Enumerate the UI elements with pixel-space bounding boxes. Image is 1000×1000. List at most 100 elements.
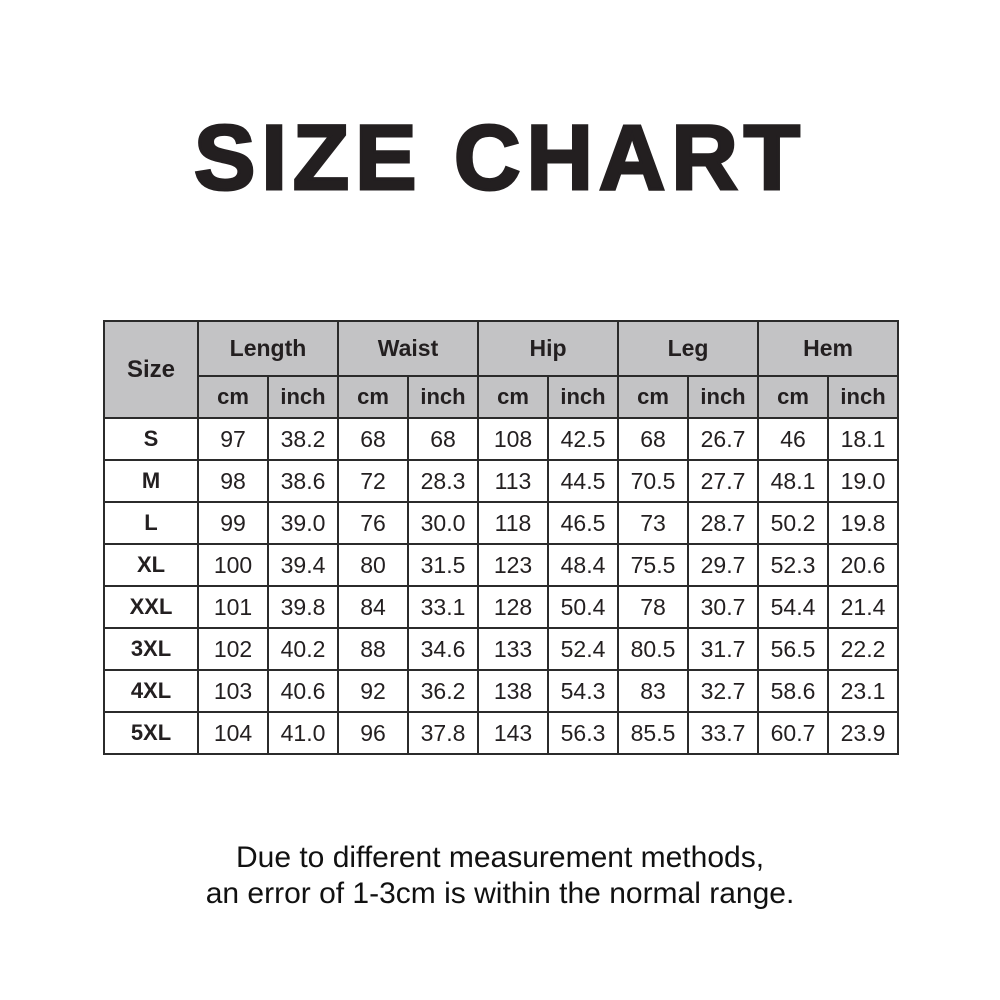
unit-header-length-cm: cm <box>197 375 269 419</box>
cell-m-leg-inch: 27.7 <box>686 459 760 503</box>
table-header: Size Length Waist Hip Leg Hem cm inch cm inch cm in… <box>103 320 900 419</box>
cell-5xl-length-cm: 104 <box>197 711 269 755</box>
cell-m-hip-cm: 113 <box>477 459 549 503</box>
cell-m-length-inch: 38.6 <box>267 459 339 503</box>
cell-m-waist-inch: 28.3 <box>407 459 479 503</box>
cell-4xl-length-cm: 103 <box>197 669 269 713</box>
cell-xxl-hem-inch: 21.4 <box>827 585 900 629</box>
cell-l-hip-cm: 118 <box>477 501 549 545</box>
cell-l-hem-cm: 50.2 <box>757 501 830 545</box>
table-row-xxl: XXL 101 39.8 84 33.1 128 50.4 78 30.7 54.4 21.4 <box>103 585 900 629</box>
cell-xl-length-inch: 39.4 <box>267 543 339 587</box>
cell-s-waist-cm: 68 <box>337 417 409 461</box>
cell-l-hem-inch: 19.8 <box>827 501 900 545</box>
cell-xl-hem-cm: 52.3 <box>757 543 830 587</box>
cell-xxl-leg-cm: 78 <box>617 585 689 629</box>
footer-line-2: an error of 1-3cm is within the normal r… <box>205 877 795 910</box>
cell-s-waist-inch: 68 <box>407 417 479 461</box>
cell-s-hem-inch: 18.1 <box>827 417 900 461</box>
cell-l-waist-cm: 76 <box>337 501 409 545</box>
cell-xl-hip-cm: 123 <box>477 543 549 587</box>
group-header-leg: Leg <box>616 320 760 377</box>
cell-3xl-leg-inch: 31.7 <box>686 627 760 671</box>
group-header-hem: Hem <box>757 320 900 377</box>
row-label-l: L <box>103 501 199 545</box>
row-label-3xl: 3XL <box>103 627 199 671</box>
cell-4xl-hip-cm: 138 <box>477 669 549 713</box>
cell-xxl-leg-inch: 30.7 <box>686 585 760 629</box>
cell-s-length-inch: 38.2 <box>267 417 339 461</box>
row-label-4xl: 4XL <box>103 669 199 713</box>
group-header-waist: Waist <box>337 320 479 377</box>
cell-xxl-waist-cm: 84 <box>337 585 409 629</box>
cell-4xl-leg-inch: 32.7 <box>686 669 760 713</box>
row-label-xl: XL <box>103 543 199 587</box>
cell-5xl-leg-cm: 85.5 <box>617 711 689 755</box>
cell-xxl-hem-cm: 54.4 <box>757 585 830 629</box>
unit-header-hip-inch: inch <box>547 375 619 419</box>
cell-3xl-hip-cm: 133 <box>477 627 549 671</box>
unit-header-waist-cm: cm <box>337 375 409 419</box>
cell-4xl-hem-inch: 23.1 <box>827 669 900 713</box>
cell-5xl-waist-inch: 37.8 <box>407 711 479 755</box>
row-label-xxl: XXL <box>103 585 199 629</box>
cell-xxl-hip-inch: 50.4 <box>547 585 619 629</box>
cell-s-hip-inch: 42.5 <box>547 417 619 461</box>
cell-4xl-length-inch: 40.6 <box>267 669 339 713</box>
cell-5xl-waist-cm: 96 <box>337 711 409 755</box>
page-title: SIZE CHART <box>193 106 806 211</box>
cell-3xl-waist-inch: 34.6 <box>407 627 479 671</box>
cell-xl-waist-cm: 80 <box>337 543 409 587</box>
unit-header-leg-cm: cm <box>617 375 689 419</box>
cell-5xl-hip-cm: 143 <box>477 711 549 755</box>
unit-header-waist-inch: inch <box>407 375 479 419</box>
cell-xl-length-cm: 100 <box>197 543 269 587</box>
cell-m-hip-inch: 44.5 <box>547 459 619 503</box>
cell-3xl-length-inch: 40.2 <box>267 627 339 671</box>
cell-xl-waist-inch: 31.5 <box>407 543 479 587</box>
cell-xl-hip-inch: 48.4 <box>547 543 619 587</box>
cell-xl-leg-cm: 75.5 <box>617 543 689 587</box>
cell-m-leg-cm: 70.5 <box>617 459 689 503</box>
cell-s-leg-cm: 68 <box>617 417 689 461</box>
cell-l-length-inch: 39.0 <box>267 501 339 545</box>
footer-note: Due to different measurement methods, an… <box>0 840 1000 912</box>
size-chart-table-container: Size Length Waist Hip Leg Hem cm inch cm inch cm in… <box>103 320 900 755</box>
cell-m-waist-cm: 72 <box>337 459 409 503</box>
table-row-xl: XL 100 39.4 80 31.5 123 48.4 75.5 29.7 52.3 20.6 <box>103 543 900 587</box>
cell-3xl-length-cm: 102 <box>197 627 269 671</box>
cell-l-waist-inch: 30.0 <box>407 501 479 545</box>
cell-xxl-length-inch: 39.8 <box>267 585 339 629</box>
table-row-l: L 99 39.0 76 30.0 118 46.5 73 28.7 50.2 19.8 <box>103 501 900 545</box>
table-row-s: S 97 38.2 68 68 108 42.5 68 26.7 46 18.1 <box>103 417 900 461</box>
cell-3xl-hem-cm: 56.5 <box>757 627 830 671</box>
cell-xxl-hip-cm: 128 <box>477 585 549 629</box>
row-label-m: M <box>103 459 199 503</box>
cell-4xl-leg-cm: 83 <box>617 669 689 713</box>
corner-header-size: Size <box>103 320 199 419</box>
unit-header-hem-cm: cm <box>757 375 830 419</box>
table-row-3xl: 3XL 102 40.2 88 34.6 133 52.4 80.5 31.7 56.5 22.2 <box>103 627 900 671</box>
group-header-length: Length <box>197 320 339 377</box>
cell-xxl-waist-inch: 33.1 <box>407 585 479 629</box>
cell-4xl-hip-inch: 54.3 <box>547 669 619 713</box>
size-chart-table: Size Length Waist Hip Leg Hem cm inch cm inch cm in… <box>103 320 900 755</box>
cell-s-hem-cm: 46 <box>757 417 830 461</box>
cell-l-leg-cm: 73 <box>617 501 689 545</box>
cell-5xl-hip-inch: 56.3 <box>547 711 619 755</box>
cell-3xl-hem-inch: 22.2 <box>827 627 900 671</box>
unit-header-leg-inch: inch <box>686 375 760 419</box>
cell-s-leg-inch: 26.7 <box>686 417 760 461</box>
cell-4xl-waist-cm: 92 <box>337 669 409 713</box>
cell-5xl-hem-inch: 23.9 <box>827 711 900 755</box>
cell-3xl-hip-inch: 52.4 <box>547 627 619 671</box>
cell-4xl-hem-cm: 58.6 <box>757 669 830 713</box>
table-row-4xl: 4XL 103 40.6 92 36.2 138 54.3 83 32.7 58.6 23.1 <box>103 669 900 713</box>
cell-xxl-length-cm: 101 <box>197 585 269 629</box>
cell-l-length-cm: 99 <box>197 501 269 545</box>
cell-xl-hem-inch: 20.6 <box>827 543 900 587</box>
table-row-m: M 98 38.6 72 28.3 113 44.5 70.5 27.7 48.1 19.0 <box>103 459 900 503</box>
table-row-5xl: 5XL 104 41.0 96 37.8 143 56.3 85.5 33.7 60.7 23.9 <box>103 711 900 755</box>
cell-m-hem-cm: 48.1 <box>757 459 830 503</box>
